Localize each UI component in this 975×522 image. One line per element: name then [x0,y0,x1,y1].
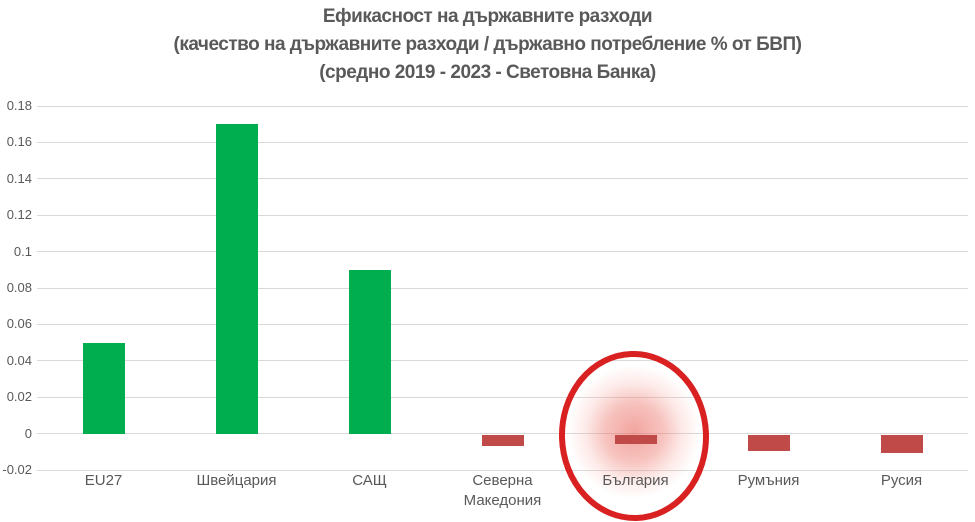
y-tick-label: 0.1 [13,243,32,259]
bar-румъния [747,434,790,451]
x-axis-label-eu27: EU27 [84,472,123,489]
y-tick-label: 0 [24,425,32,441]
bar-сащ [348,269,391,434]
x-axis-label-северна-македония: Северна Македония [463,472,542,509]
y-tick-label: 0.14 [6,170,32,186]
chart-subtitle: (качество на държавните разходи / държав… [173,34,803,55]
gridline [37,214,968,216]
y-tick-label: 0.06 [6,316,32,332]
x-axis-label-сащ: САЩ [352,472,387,489]
gridline [37,251,968,253]
gridline [37,105,968,107]
bar-швейцария [215,124,258,434]
x-axis-label-швейцария: Швейцария [196,472,277,489]
y-tick-label: 0.18 [6,98,32,113]
y-tick-label: 0.16 [6,134,32,150]
bar-българия [614,434,657,444]
gridline [37,396,968,398]
gridline [37,287,968,289]
x-axis-label-българия: България [602,472,669,489]
x-axis-label-русия: Русия [880,472,923,489]
gridline [37,469,968,471]
y-tick-label: 0.02 [6,389,32,405]
gridline [37,360,968,362]
bar-северна-македония [481,434,524,446]
gridline [37,433,968,435]
chart-title: Ефикасност на държавните разходи [322,6,653,27]
gridline [37,178,968,180]
bar-русия [880,434,923,453]
gridline [37,141,968,143]
y-tick-label: 0.08 [6,280,32,295]
chart-title-block: Ефикасност на държавните разходи (качест… [0,3,975,87]
x-axis-label-румъния: Румъния [737,472,800,489]
y-tick-label: 0.04 [6,352,32,368]
gridline [37,323,968,325]
bar-eu27 [82,342,125,434]
y-tick-label: -0.02 [2,462,32,477]
chart-caption: (средно 2019 - 2023 - Световна Банка) [319,62,656,83]
y-tick-label: 0.12 [6,207,32,223]
